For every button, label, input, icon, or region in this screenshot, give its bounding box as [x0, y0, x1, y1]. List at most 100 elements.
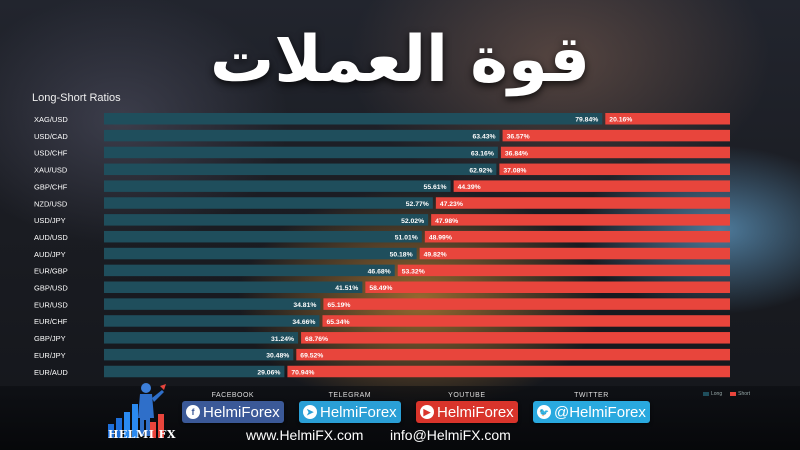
long-value-label: 50.18% [390, 252, 413, 259]
brand-name: HELMI FX [108, 428, 177, 441]
long-bar [104, 348, 294, 361]
twitter-handle: @HelmiForex [554, 403, 646, 421]
long-value-label: 63.16% [471, 150, 494, 157]
facebook-handle: HelmiForex [203, 403, 280, 421]
long-value-label: 34.81% [293, 302, 316, 309]
long-value-label: 52.02% [401, 218, 424, 225]
category-label: USD/JPY [34, 216, 66, 225]
long-bar [104, 180, 451, 192]
short-value-label: 36.84% [505, 150, 528, 157]
short-bar [365, 281, 730, 293]
telegram-caption: TELEGRAM [328, 392, 372, 399]
short-bar [322, 315, 730, 327]
category-label: EUR/CHF [34, 317, 68, 326]
category-label: XAG/USD [34, 115, 68, 124]
category-label: GBP/USD [34, 284, 68, 293]
legend-long: Long [703, 391, 722, 397]
long-value-label: 51.01% [395, 235, 418, 242]
long-bar [104, 281, 363, 293]
long-value-label: 34.66% [292, 319, 315, 326]
short-bar [301, 332, 730, 344]
chart-legend: Long Short [703, 391, 750, 397]
twitter-link[interactable]: TWITTER 🐦 @HelmiForex [533, 392, 650, 423]
long-bar [104, 315, 320, 327]
email-link[interactable]: info@HelmiFX.com [390, 427, 511, 443]
long-bar [104, 163, 497, 176]
long-value-label: 30.48% [266, 353, 289, 360]
long-value-label: 46.68% [368, 268, 391, 275]
short-bar [419, 247, 730, 260]
short-value-label: 20.16% [609, 117, 632, 124]
facebook-button[interactable]: f HelmiForex [182, 401, 284, 423]
long-bar [104, 264, 395, 277]
short-value-label: 47.23% [440, 201, 463, 208]
short-value-label: 49.82% [424, 252, 447, 259]
category-label: GBP/JPY [34, 334, 66, 343]
category-label: AUD/USD [34, 233, 68, 242]
short-value-label: 68.76% [305, 336, 328, 343]
long-value-label: 29.06% [257, 369, 280, 376]
short-bar [424, 230, 730, 243]
telegram-link[interactable]: TELEGRAM ➤ HelmiForex [299, 392, 401, 423]
short-value-label: 69.52% [300, 353, 323, 360]
short-bar [453, 180, 730, 192]
long-bar [104, 146, 498, 159]
short-value-label: 70.94% [291, 369, 314, 376]
category-label: AUD/JPY [34, 250, 66, 259]
short-bar [499, 163, 730, 176]
short-bar [397, 264, 730, 277]
short-value-label: 47.98% [435, 218, 458, 225]
long-value-label: 62.92% [469, 167, 492, 174]
short-bar [287, 365, 730, 378]
short-value-label: 37.08% [503, 167, 526, 174]
telegram-icon: ➤ [303, 405, 317, 419]
helmi-fx-logo [108, 383, 166, 438]
long-bar [104, 365, 285, 378]
long-value-label: 31.24% [271, 336, 294, 343]
short-value-label: 53.32% [402, 268, 425, 275]
category-label: GBP/CHF [34, 182, 68, 191]
short-value-label: 58.49% [369, 285, 392, 292]
category-label: USD/CAD [34, 132, 68, 141]
twitter-icon: 🐦 [537, 405, 551, 419]
long-bar [104, 113, 603, 125]
legend-short: Short [730, 391, 750, 397]
long-bar [104, 214, 429, 226]
short-bar [435, 197, 730, 209]
facebook-icon: f [186, 405, 200, 419]
category-label: USD/CHF [34, 149, 68, 158]
page-title: قوة العملات [210, 23, 590, 97]
category-label: EUR/JPY [34, 351, 66, 360]
short-bar [605, 113, 730, 125]
long-bar [104, 247, 417, 260]
long-value-label: 55.61% [424, 184, 447, 191]
long-value-label: 63.43% [473, 134, 496, 141]
telegram-handle: HelmiForex [320, 403, 397, 421]
long-value-label: 52.77% [406, 201, 429, 208]
long-bar [104, 332, 299, 344]
short-value-label: 65.19% [327, 302, 350, 309]
chart-subtitle: Long-Short Ratios [32, 92, 121, 104]
category-label: EUR/USD [34, 300, 68, 309]
long-bar [104, 129, 500, 142]
short-bar [323, 298, 730, 310]
website-link[interactable]: www.HelmiFX.com [246, 427, 364, 443]
long-value-label: 41.51% [335, 285, 358, 292]
short-value-label: 36.57% [507, 134, 530, 141]
youtube-handle: HelmiForex [437, 403, 514, 421]
twitter-caption: TWITTER [574, 392, 609, 399]
youtube-button[interactable]: ▶ HelmiForex [416, 401, 518, 423]
category-label: NZD/USD [34, 199, 68, 208]
short-bar [502, 129, 730, 142]
long-value-label: 79.84% [575, 117, 598, 124]
short-value-label: 48.99% [429, 235, 452, 242]
twitter-button[interactable]: 🐦 @HelmiForex [533, 401, 650, 423]
facebook-link[interactable]: FACEBOOK f HelmiForex [182, 392, 284, 423]
telegram-button[interactable]: ➤ HelmiForex [299, 401, 401, 423]
youtube-link[interactable]: YOUTUBE ▶ HelmiForex [416, 392, 518, 423]
long-bar [104, 230, 422, 243]
long-bar [104, 197, 433, 209]
category-label: XAU/USD [34, 166, 68, 175]
youtube-caption: YOUTUBE [448, 392, 486, 399]
